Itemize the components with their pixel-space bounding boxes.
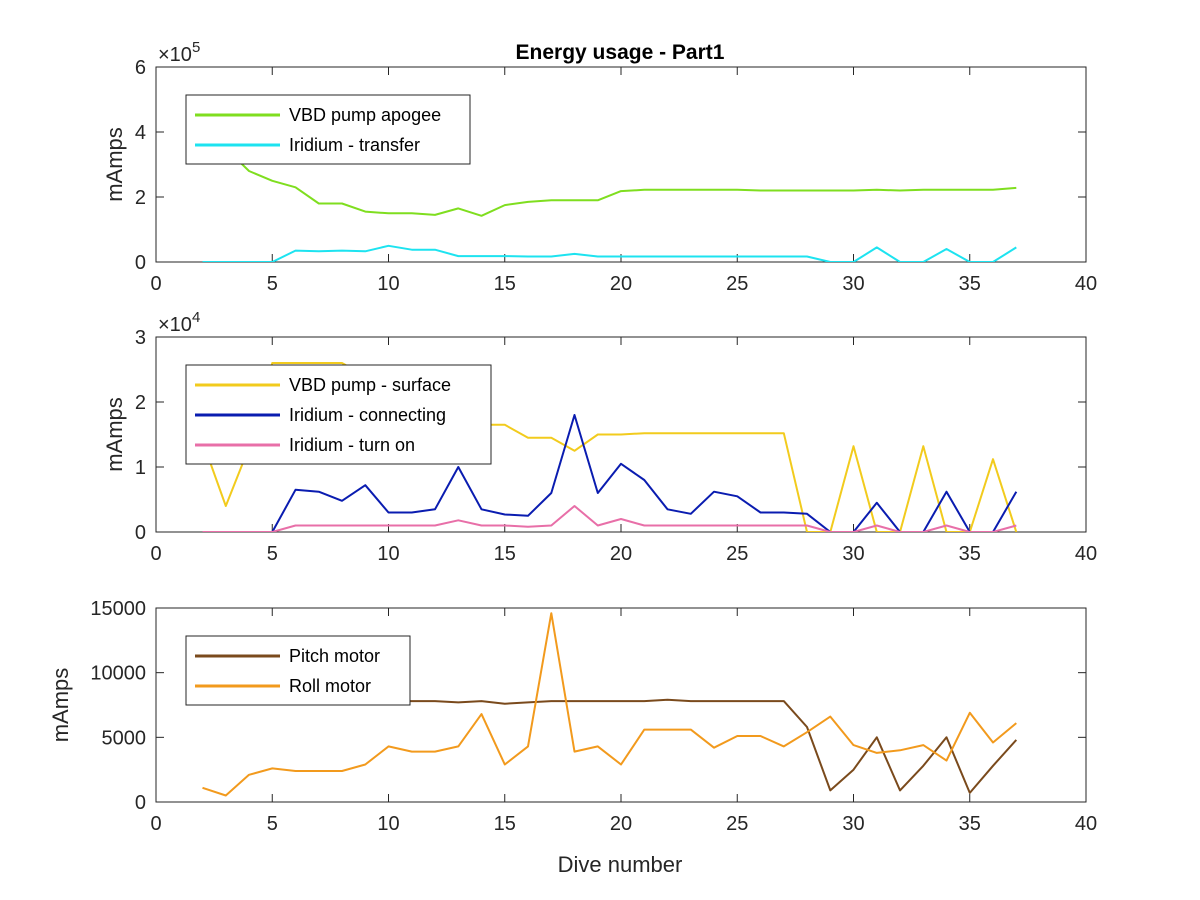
series-lines bbox=[201, 111, 1017, 262]
series-line-iridium-connecting bbox=[202, 414, 1018, 532]
series-line-iridium-turn-on bbox=[202, 505, 1017, 532]
series-line-vbd-pump-surface bbox=[201, 362, 1018, 532]
x-tick-label: 35 bbox=[959, 813, 981, 835]
x-tick-label: 30 bbox=[842, 813, 864, 835]
series-line-iridium-transfer bbox=[202, 244, 1017, 262]
legend-entry: VBD pump - surface bbox=[289, 375, 451, 395]
x-tick-label: 35 bbox=[959, 273, 981, 295]
x-tick-label: 5 bbox=[267, 543, 278, 565]
x-tick-label: 20 bbox=[610, 543, 632, 565]
y-tick-label: 0 bbox=[135, 792, 146, 814]
x-tick-label: 5 bbox=[267, 813, 278, 835]
legend: Pitch motor Roll motor bbox=[185, 635, 411, 706]
legend-entry: Iridium - turn on bbox=[289, 435, 415, 455]
y-tick-label: 0 bbox=[135, 252, 146, 274]
x-tick-label: 35 bbox=[959, 543, 981, 565]
legend: VBD pump - surface Iridium - connecting Ir… bbox=[185, 364, 492, 465]
x-tick-label: 40 bbox=[1075, 813, 1097, 835]
x-tick-label: 10 bbox=[377, 543, 399, 565]
x-tick-label: 25 bbox=[726, 813, 748, 835]
y-tick-label: 2 bbox=[135, 187, 146, 209]
y-exponent-power: 5 bbox=[192, 39, 200, 56]
series-line-roll-motor bbox=[202, 612, 1017, 797]
legend-box bbox=[185, 635, 411, 706]
y-exponent-label: ×104 bbox=[158, 309, 200, 336]
figure-title: Energy usage - Part1 bbox=[516, 41, 725, 64]
y-tick-label: 1 bbox=[135, 457, 146, 479]
x-tick-label: 25 bbox=[726, 543, 748, 565]
y-exponent-label: ×105 bbox=[158, 39, 200, 66]
x-tick-label: 0 bbox=[150, 543, 161, 565]
series-lines bbox=[201, 362, 1018, 532]
legend-entry: VBD pump apogee bbox=[289, 105, 441, 125]
x-tick-label: 10 bbox=[377, 813, 399, 835]
y-tick-label: 4 bbox=[135, 122, 146, 144]
y-axis-label: mAmps bbox=[48, 668, 73, 743]
x-tick-label: 15 bbox=[494, 813, 516, 835]
x-tick-label: 25 bbox=[726, 273, 748, 295]
legend-box bbox=[185, 94, 471, 165]
x-tick-label: 20 bbox=[610, 273, 632, 295]
y-axis-label: mAmps bbox=[102, 397, 127, 472]
legend-entry: Iridium - connecting bbox=[289, 405, 446, 425]
y-tick-label: 3 bbox=[135, 327, 146, 349]
y-tick-label: 15000 bbox=[90, 598, 146, 620]
x-tick-label: 15 bbox=[494, 273, 516, 295]
x-tick-label: 20 bbox=[610, 813, 632, 835]
subplot-2: 0 5 10 15 20 25 30 35 40 0 1 2 3 ×104 mAmps VBD pump - … bbox=[102, 309, 1097, 565]
y-tick-label: 0 bbox=[135, 522, 146, 544]
x-tick-label: 15 bbox=[494, 543, 516, 565]
x-axis-label: Dive number bbox=[558, 852, 683, 877]
y-exponent-base: ×10 bbox=[158, 314, 192, 336]
legend-entry: Roll motor bbox=[289, 676, 371, 696]
series-line-vbd-pump-apogee bbox=[201, 111, 1017, 217]
legend: VBD pump apogee Iridium - transfer bbox=[185, 94, 471, 165]
x-tick-label: 40 bbox=[1075, 543, 1097, 565]
legend-entry: Iridium - transfer bbox=[289, 135, 420, 155]
x-tick-label: 0 bbox=[150, 273, 161, 295]
y-tick-label: 5000 bbox=[102, 727, 147, 749]
y-tick-label: 2 bbox=[135, 392, 146, 414]
y-exponent-power: 4 bbox=[192, 309, 200, 326]
legend-entry: Pitch motor bbox=[289, 646, 380, 666]
y-tick-label: 10000 bbox=[90, 663, 146, 685]
y-exponent-base: ×10 bbox=[158, 44, 192, 66]
x-tick-label: 5 bbox=[267, 273, 278, 295]
x-tick-label: 30 bbox=[842, 273, 864, 295]
x-tick-label: 0 bbox=[150, 813, 161, 835]
subplot-3: 0 5 10 15 20 25 30 35 40 0 5000 10000 15000 mAmps Pitc… bbox=[48, 598, 1097, 835]
x-tick-label: 40 bbox=[1075, 273, 1097, 295]
x-tick-label: 10 bbox=[377, 273, 399, 295]
y-axis-label: mAmps bbox=[102, 127, 127, 202]
y-tick-label: 6 bbox=[135, 57, 146, 79]
x-tick-label: 30 bbox=[842, 543, 864, 565]
